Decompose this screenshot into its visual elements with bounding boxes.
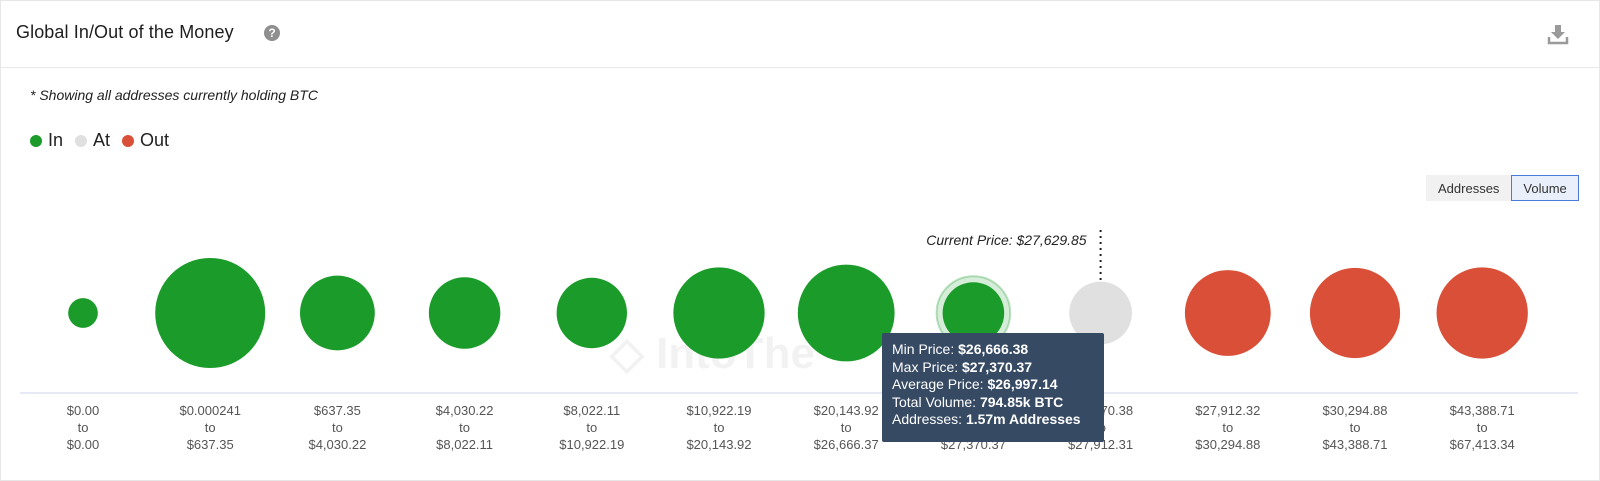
bubble-out [1184, 270, 1271, 356]
legend-dot-out [122, 134, 135, 147]
tick-label-to-word: to [1222, 420, 1233, 435]
legend-dot-at [75, 134, 88, 147]
tick-label-to-word: to [714, 420, 725, 435]
bubble-tooltip: Min Price: $26,666.38 Max Price: $27,370… [882, 333, 1104, 442]
tooltip-min-value: $26,666.38 [958, 341, 1029, 357]
tick-label-to: $67,413.34 [1450, 437, 1515, 452]
bubble-in [942, 282, 1005, 344]
bubble-in [797, 264, 895, 362]
tick-label-from: $43,388.71 [1450, 403, 1515, 418]
tick-label-from: $27,912.32 [1195, 403, 1260, 418]
tick-label-to: $26,666.37 [814, 437, 879, 452]
tick-label-to: $10,922.19 [559, 437, 624, 452]
tick-label-to: $43,388.71 [1322, 437, 1387, 452]
volume-button[interactable]: Volume [1511, 175, 1579, 201]
tick-label-to-word: to [841, 420, 852, 435]
tick-label-from: $30,294.88 [1322, 403, 1387, 418]
tick-label-to-word: to [586, 420, 597, 435]
tick-label-from: $8,022.11 [563, 403, 620, 418]
legend: In At Out [30, 130, 169, 151]
legend-item-out[interactable]: Out [122, 130, 169, 151]
bubble-in [556, 277, 627, 349]
tick-label-to: $637.35 [187, 437, 234, 452]
addresses-button[interactable]: Addresses [1426, 175, 1512, 201]
current-price-label: Current Price: $27,629.85 [926, 232, 1087, 248]
tooltip-vol-label: Total Volume: [892, 393, 977, 410]
legend-dot-in [30, 134, 42, 147]
tick-label-to-word: to [332, 420, 343, 435]
legend-item-in[interactable]: In [30, 130, 63, 151]
question-circle-icon[interactable]: ? [264, 25, 280, 41]
tooltip-min-label: Min Price: [892, 341, 955, 357]
bubble-in [673, 267, 765, 359]
tooltip-vol-value: 794.85k BTC [979, 393, 1064, 410]
bubble-in [428, 277, 501, 349]
tick-label-to: $8,022.11 [436, 437, 493, 452]
tick-label-to: $4,030.22 [308, 437, 366, 452]
tick-label-from: $0.000241 [179, 403, 240, 418]
legend-label-in: In [48, 130, 64, 150]
tick-label-to: $20,143.92 [686, 437, 751, 452]
tooltip-avg-value: $26,997.14 [987, 376, 1058, 392]
holding-note: * Showing all addresses currently holdin… [30, 87, 318, 103]
legend-item-at[interactable]: At [75, 130, 110, 151]
tick-label-to: $30,294.88 [1195, 437, 1260, 452]
tick-label-to-word: to [1350, 420, 1361, 435]
bubble-out [1436, 267, 1528, 359]
bubble-in [68, 298, 98, 328]
download-icon[interactable] [1546, 22, 1570, 46]
tooltip-addr-label: Addresses: [892, 411, 963, 427]
tooltip-max-value: $27,370.37 [962, 358, 1033, 375]
legend-label-out: Out [140, 130, 170, 150]
tick-label-from: $10,922.19 [686, 403, 751, 418]
tick-label-from: $637.35 [314, 403, 361, 418]
tooltip-max-label: Max Price: [892, 358, 959, 375]
tick-label-to-word: to [459, 420, 470, 435]
bubble-in [155, 258, 266, 368]
tick-label-from: $20,143.92 [814, 403, 879, 418]
tooltip-avg-label: Average Price: [892, 376, 984, 392]
tick-label-to-word: to [205, 420, 216, 435]
tick-label-to-word: to [78, 420, 89, 435]
legend-label-at: At [93, 130, 111, 150]
tick-label-from: $4,030.22 [436, 403, 494, 418]
page-title: Global In/Out of the Money [16, 22, 234, 42]
bubble-out [1309, 267, 1401, 359]
tick-label-to: $0.00 [67, 437, 100, 452]
bubble-in [300, 275, 375, 351]
bubble-at [1069, 281, 1132, 345]
tick-label-from: $0.00 [67, 403, 100, 418]
tooltip-addr-value: 1.57m Addresses [965, 411, 1081, 427]
tick-label-to-word: to [1477, 420, 1488, 435]
widget-header: Global In/Out of the Money ? [0, 0, 1600, 68]
metric-toggle: Addresses Volume [1426, 175, 1579, 201]
